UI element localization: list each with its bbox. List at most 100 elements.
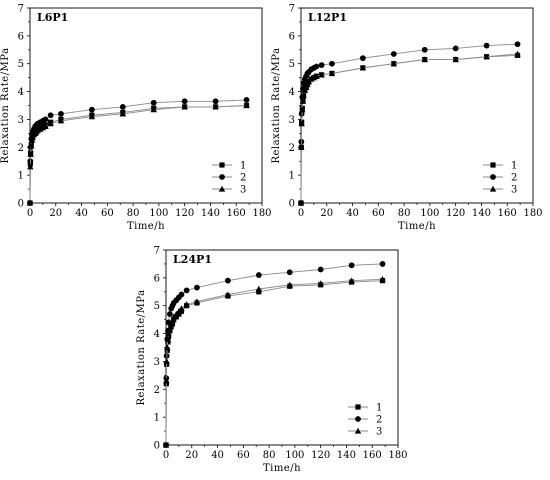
data-point [178, 291, 185, 298]
legend-label: 2 [240, 173, 246, 184]
data-point [329, 60, 335, 67]
data-point [317, 280, 324, 287]
data-point [168, 324, 174, 330]
x-tick-label: 0 [163, 450, 169, 461]
x-tick-label: 60 [101, 208, 114, 219]
data-point [165, 330, 172, 337]
data-point [27, 151, 34, 157]
x-tick-label: 120 [311, 450, 330, 461]
data-point [27, 163, 34, 170]
x-tick-label: 80 [127, 208, 140, 219]
data-point [224, 291, 232, 298]
data-point [88, 106, 95, 113]
data-point [452, 56, 459, 63]
x-tick-label: 100 [285, 450, 304, 461]
data-point [348, 277, 355, 284]
y-tick-label: 5 [18, 59, 24, 70]
x-tick-label: 80 [263, 450, 276, 461]
data-point [28, 142, 35, 149]
x-tick-label: 60 [372, 208, 385, 219]
data-point [299, 98, 307, 104]
y-tick-label: 2 [154, 385, 160, 396]
y-tick-label: 0 [289, 199, 295, 210]
x-tick-label: 140 [337, 450, 356, 461]
data-point [313, 73, 320, 79]
series-line [165, 263, 383, 446]
data-point [421, 56, 428, 63]
series-3 [162, 276, 386, 448]
data-point [150, 106, 157, 113]
x-tick-label: 160 [363, 450, 382, 461]
data-point [243, 97, 250, 103]
y-axis-label-l6p1: Relaxation Rate/MPa [0, 47, 11, 163]
y-tick-label: 6 [289, 31, 295, 42]
data-point [173, 314, 179, 320]
data-point [317, 266, 324, 273]
y-tick-label: 6 [154, 273, 160, 284]
x-tick-label: 180 [388, 450, 407, 461]
data-point [194, 284, 200, 291]
data-point [181, 103, 188, 110]
data-point [390, 60, 397, 67]
data-point [256, 289, 262, 295]
data-point [313, 63, 320, 70]
x-tick-label: 20 [185, 450, 198, 461]
data-point [162, 441, 170, 448]
y-tick-label: 2 [289, 143, 295, 154]
series-line [300, 53, 518, 204]
data-point [42, 116, 49, 123]
data-point [163, 377, 170, 384]
legend-marker [219, 162, 225, 168]
data-point [255, 285, 262, 292]
plot-frame [165, 249, 399, 446]
data-point [286, 269, 293, 276]
series-3 [297, 50, 521, 206]
data-point [298, 144, 305, 150]
x-axis-label-l6p1: Time/h [127, 221, 165, 232]
x-tick-label: 140 [472, 208, 491, 219]
y-tick-label: 3 [154, 357, 160, 368]
data-point [164, 344, 171, 351]
legend-marker [355, 404, 361, 410]
legend-label: 1 [376, 403, 382, 414]
x-tick-label: 40 [346, 208, 359, 219]
data-point [47, 112, 54, 119]
plot-frame [29, 7, 263, 204]
legend-label: 1 [511, 161, 517, 172]
y-tick-label: 1 [154, 413, 160, 424]
panel-title-l12p1: L12P1 [308, 11, 347, 24]
data-point [119, 110, 126, 117]
x-tick-label: 160 [227, 208, 246, 219]
data-point [243, 102, 250, 109]
x-tick-label: 60 [237, 450, 250, 461]
data-point [178, 305, 185, 312]
data-point [328, 70, 336, 77]
data-point [183, 287, 190, 294]
data-point [514, 50, 521, 57]
x-tick-label: 40 [211, 450, 224, 461]
data-point [224, 277, 231, 284]
data-point [181, 98, 188, 105]
y-tick-label: 1 [18, 171, 24, 182]
panel-title-l24p1: L24P1 [173, 253, 212, 266]
x-tick-label: 40 [75, 208, 88, 219]
data-point [166, 324, 174, 331]
data-point [421, 46, 428, 53]
data-point [26, 199, 34, 206]
data-point [348, 262, 355, 269]
y-tick-label: 0 [18, 199, 24, 210]
data-point [57, 117, 65, 124]
y-tick-label: 5 [154, 301, 160, 312]
x-tick-label: 0 [298, 208, 304, 219]
data-point [379, 276, 386, 282]
legend-label: 2 [511, 173, 517, 184]
data-point [359, 55, 366, 62]
data-point [300, 92, 307, 99]
legend-marker [490, 162, 496, 168]
data-point [390, 51, 397, 57]
data-point [58, 110, 64, 117]
series-2 [27, 97, 250, 206]
legend: 123 [212, 161, 246, 196]
data-point [176, 311, 182, 317]
